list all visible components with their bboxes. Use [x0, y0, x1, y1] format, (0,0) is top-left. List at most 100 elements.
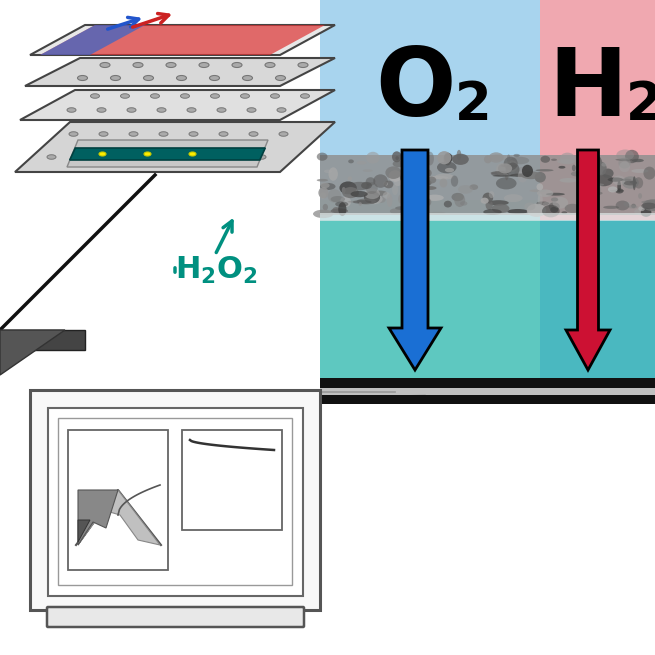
Ellipse shape — [426, 177, 436, 183]
Ellipse shape — [320, 183, 329, 188]
Polygon shape — [40, 25, 325, 55]
FancyBboxPatch shape — [47, 607, 304, 627]
Ellipse shape — [560, 153, 575, 164]
Ellipse shape — [451, 193, 464, 201]
Ellipse shape — [357, 161, 367, 164]
Bar — [320, 155, 655, 215]
Ellipse shape — [350, 191, 367, 197]
Ellipse shape — [586, 191, 603, 195]
Polygon shape — [78, 490, 118, 545]
Bar — [320, 0, 540, 400]
Ellipse shape — [407, 193, 424, 200]
Ellipse shape — [588, 155, 602, 169]
Ellipse shape — [240, 94, 250, 98]
Text: 2: 2 — [455, 79, 492, 131]
Ellipse shape — [166, 62, 176, 67]
Ellipse shape — [542, 205, 559, 217]
Ellipse shape — [249, 132, 258, 136]
Ellipse shape — [232, 62, 242, 67]
Ellipse shape — [276, 75, 286, 81]
Ellipse shape — [616, 149, 634, 160]
Ellipse shape — [559, 178, 577, 183]
Polygon shape — [0, 330, 85, 350]
Ellipse shape — [350, 193, 360, 196]
Polygon shape — [78, 490, 160, 545]
Ellipse shape — [402, 191, 419, 198]
Ellipse shape — [625, 150, 639, 163]
Ellipse shape — [400, 173, 407, 181]
Ellipse shape — [375, 196, 386, 203]
Ellipse shape — [187, 108, 196, 112]
Bar — [48, 408, 303, 596]
Ellipse shape — [418, 196, 430, 204]
Ellipse shape — [181, 94, 189, 98]
Polygon shape — [15, 122, 335, 172]
Ellipse shape — [491, 171, 509, 175]
Ellipse shape — [586, 176, 599, 186]
Ellipse shape — [364, 191, 380, 204]
Ellipse shape — [69, 132, 78, 136]
Polygon shape — [0, 330, 65, 375]
Ellipse shape — [616, 159, 632, 160]
Ellipse shape — [331, 208, 348, 214]
Ellipse shape — [77, 155, 86, 159]
Ellipse shape — [496, 178, 517, 189]
Ellipse shape — [501, 164, 518, 168]
Ellipse shape — [392, 184, 398, 195]
Ellipse shape — [629, 181, 637, 183]
Ellipse shape — [506, 162, 519, 176]
Ellipse shape — [373, 191, 387, 196]
Ellipse shape — [616, 200, 629, 210]
Ellipse shape — [536, 169, 553, 172]
Ellipse shape — [514, 154, 520, 157]
Ellipse shape — [127, 108, 136, 112]
Ellipse shape — [358, 202, 362, 206]
Polygon shape — [25, 58, 335, 86]
Ellipse shape — [581, 181, 592, 192]
Ellipse shape — [617, 181, 621, 192]
Ellipse shape — [483, 209, 502, 215]
Ellipse shape — [595, 162, 607, 176]
Ellipse shape — [361, 182, 372, 189]
Ellipse shape — [589, 155, 592, 161]
Ellipse shape — [365, 178, 375, 186]
Ellipse shape — [137, 155, 146, 159]
Ellipse shape — [392, 160, 405, 167]
Ellipse shape — [189, 132, 198, 136]
Ellipse shape — [373, 174, 388, 188]
Ellipse shape — [298, 62, 308, 67]
Text: O: O — [375, 44, 455, 136]
Ellipse shape — [217, 108, 226, 112]
Polygon shape — [40, 25, 145, 55]
Ellipse shape — [320, 193, 326, 198]
Ellipse shape — [485, 200, 493, 210]
Ellipse shape — [342, 187, 359, 198]
Ellipse shape — [383, 192, 390, 198]
Ellipse shape — [631, 169, 648, 173]
Ellipse shape — [409, 160, 426, 165]
Ellipse shape — [429, 212, 445, 214]
Ellipse shape — [227, 155, 236, 159]
Ellipse shape — [507, 155, 510, 164]
Ellipse shape — [603, 206, 619, 209]
Ellipse shape — [435, 174, 454, 179]
Ellipse shape — [580, 164, 591, 172]
Ellipse shape — [47, 155, 56, 159]
Bar — [320, 200, 540, 220]
Polygon shape — [67, 140, 268, 167]
Ellipse shape — [437, 151, 451, 164]
Ellipse shape — [365, 182, 378, 194]
Bar — [320, 378, 655, 388]
Ellipse shape — [594, 174, 613, 186]
Ellipse shape — [366, 152, 379, 164]
Text: $\mathbf{H_2O_2}$: $\mathbf{H_2O_2}$ — [175, 254, 258, 286]
Ellipse shape — [489, 191, 495, 198]
FancyArrow shape — [389, 150, 441, 370]
Ellipse shape — [348, 176, 352, 181]
Ellipse shape — [643, 199, 655, 211]
Ellipse shape — [551, 198, 558, 202]
Bar — [320, 213, 655, 221]
Ellipse shape — [546, 193, 565, 196]
Ellipse shape — [551, 159, 557, 161]
Ellipse shape — [176, 75, 187, 81]
